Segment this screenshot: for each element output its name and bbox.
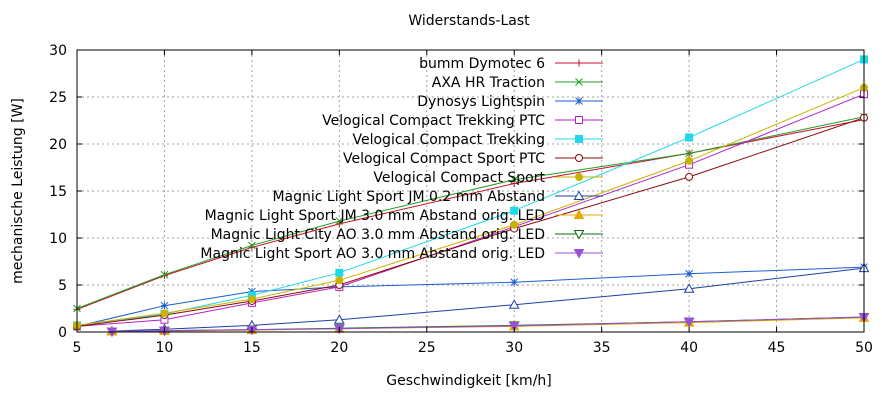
y-tick-label: 0 bbox=[58, 325, 67, 341]
y-tick-label: 5 bbox=[58, 278, 67, 294]
legend-label: Velogical Compact Sport bbox=[373, 170, 545, 186]
data-point bbox=[508, 321, 520, 332]
data-point bbox=[335, 276, 344, 285]
x-tick-label: 35 bbox=[593, 340, 611, 356]
grid bbox=[77, 50, 864, 332]
y-tick-label: 30 bbox=[49, 43, 67, 59]
y-axis-label: mechanische Leistung [W] bbox=[10, 98, 26, 284]
data-point bbox=[160, 270, 169, 279]
data-point bbox=[683, 283, 695, 293]
data-point bbox=[510, 220, 519, 229]
series-line bbox=[111, 267, 865, 332]
legend: bumm Dymotec 6 AXA HR Traction Dynosys Lig… bbox=[200, 56, 603, 262]
data-point bbox=[573, 209, 585, 219]
x-tick-label: 20 bbox=[330, 340, 348, 356]
x-tick-label: 45 bbox=[768, 340, 786, 356]
data-point bbox=[510, 179, 518, 187]
series-group bbox=[73, 83, 868, 330]
x-tick-label: 5 bbox=[73, 340, 82, 356]
data-point bbox=[335, 217, 344, 225]
plot-frame bbox=[76, 49, 865, 333]
data-point bbox=[575, 97, 583, 105]
data-point bbox=[510, 175, 519, 184]
y-tick-label: 10 bbox=[49, 231, 67, 247]
data-point bbox=[575, 154, 583, 162]
data-point bbox=[575, 78, 583, 86]
data-point bbox=[683, 317, 695, 328]
legend-label: Velogical Compact Trekking PTC bbox=[322, 113, 545, 129]
data-point bbox=[575, 59, 583, 67]
series-line bbox=[111, 316, 865, 332]
data-point bbox=[685, 156, 694, 165]
series-group bbox=[106, 312, 870, 338]
data-point bbox=[508, 299, 520, 309]
data-point bbox=[160, 309, 169, 318]
y-tick-label: 15 bbox=[49, 184, 67, 200]
series-group bbox=[106, 262, 870, 336]
legend-label: bumm Dymotec 6 bbox=[419, 56, 545, 72]
y-tick-label: 20 bbox=[49, 137, 67, 153]
x-tick-label: 10 bbox=[156, 340, 174, 356]
data-point bbox=[573, 230, 585, 240]
legend-label: Magnic Light Sport JM 3.0 mm Abstand ori… bbox=[205, 208, 545, 224]
data-point bbox=[575, 135, 583, 143]
legend-label: Velogical Compact Sport PTC bbox=[343, 151, 545, 167]
chart-title: Widerstands-Last bbox=[408, 13, 530, 29]
legend-label: Velogical Compact Trekking bbox=[353, 132, 545, 148]
data-point bbox=[575, 173, 583, 181]
data-point bbox=[248, 241, 256, 250]
data-point bbox=[685, 269, 693, 278]
data-point bbox=[160, 301, 169, 310]
series-line bbox=[76, 266, 865, 327]
x-tick-label: 40 bbox=[680, 340, 698, 356]
data-point bbox=[685, 149, 693, 158]
data-point bbox=[335, 268, 344, 277]
legend-label: AXA HR Traction bbox=[432, 75, 545, 91]
data-point bbox=[510, 206, 519, 215]
x-axis-label: Geschwindigkeit [km/h] bbox=[386, 373, 552, 389]
data-point bbox=[685, 172, 694, 181]
legend-label: Magnic Light Sport AO 3.0 mm Abstand ori… bbox=[200, 246, 545, 262]
data-point bbox=[573, 249, 585, 259]
x-tick-label: 25 bbox=[418, 340, 436, 356]
x-tick-label: 15 bbox=[243, 340, 261, 356]
data-point bbox=[575, 116, 583, 124]
data-point bbox=[685, 133, 694, 142]
x-tick-label: 30 bbox=[505, 340, 523, 356]
legend-label: Magnic Light City AO 3.0 mm Abstand orig… bbox=[211, 227, 545, 243]
series-line bbox=[111, 316, 865, 332]
legend-label: Magnic Light Sport JM 0.2 mm Abstand bbox=[272, 189, 545, 205]
x-tick-label: 50 bbox=[855, 340, 873, 356]
legend-label: Dynosys Lightspin bbox=[417, 94, 545, 110]
data-point bbox=[510, 278, 519, 287]
y-tick-label: 25 bbox=[49, 90, 67, 106]
data-point bbox=[573, 190, 585, 200]
series-group bbox=[106, 312, 870, 338]
data-point bbox=[247, 295, 256, 304]
